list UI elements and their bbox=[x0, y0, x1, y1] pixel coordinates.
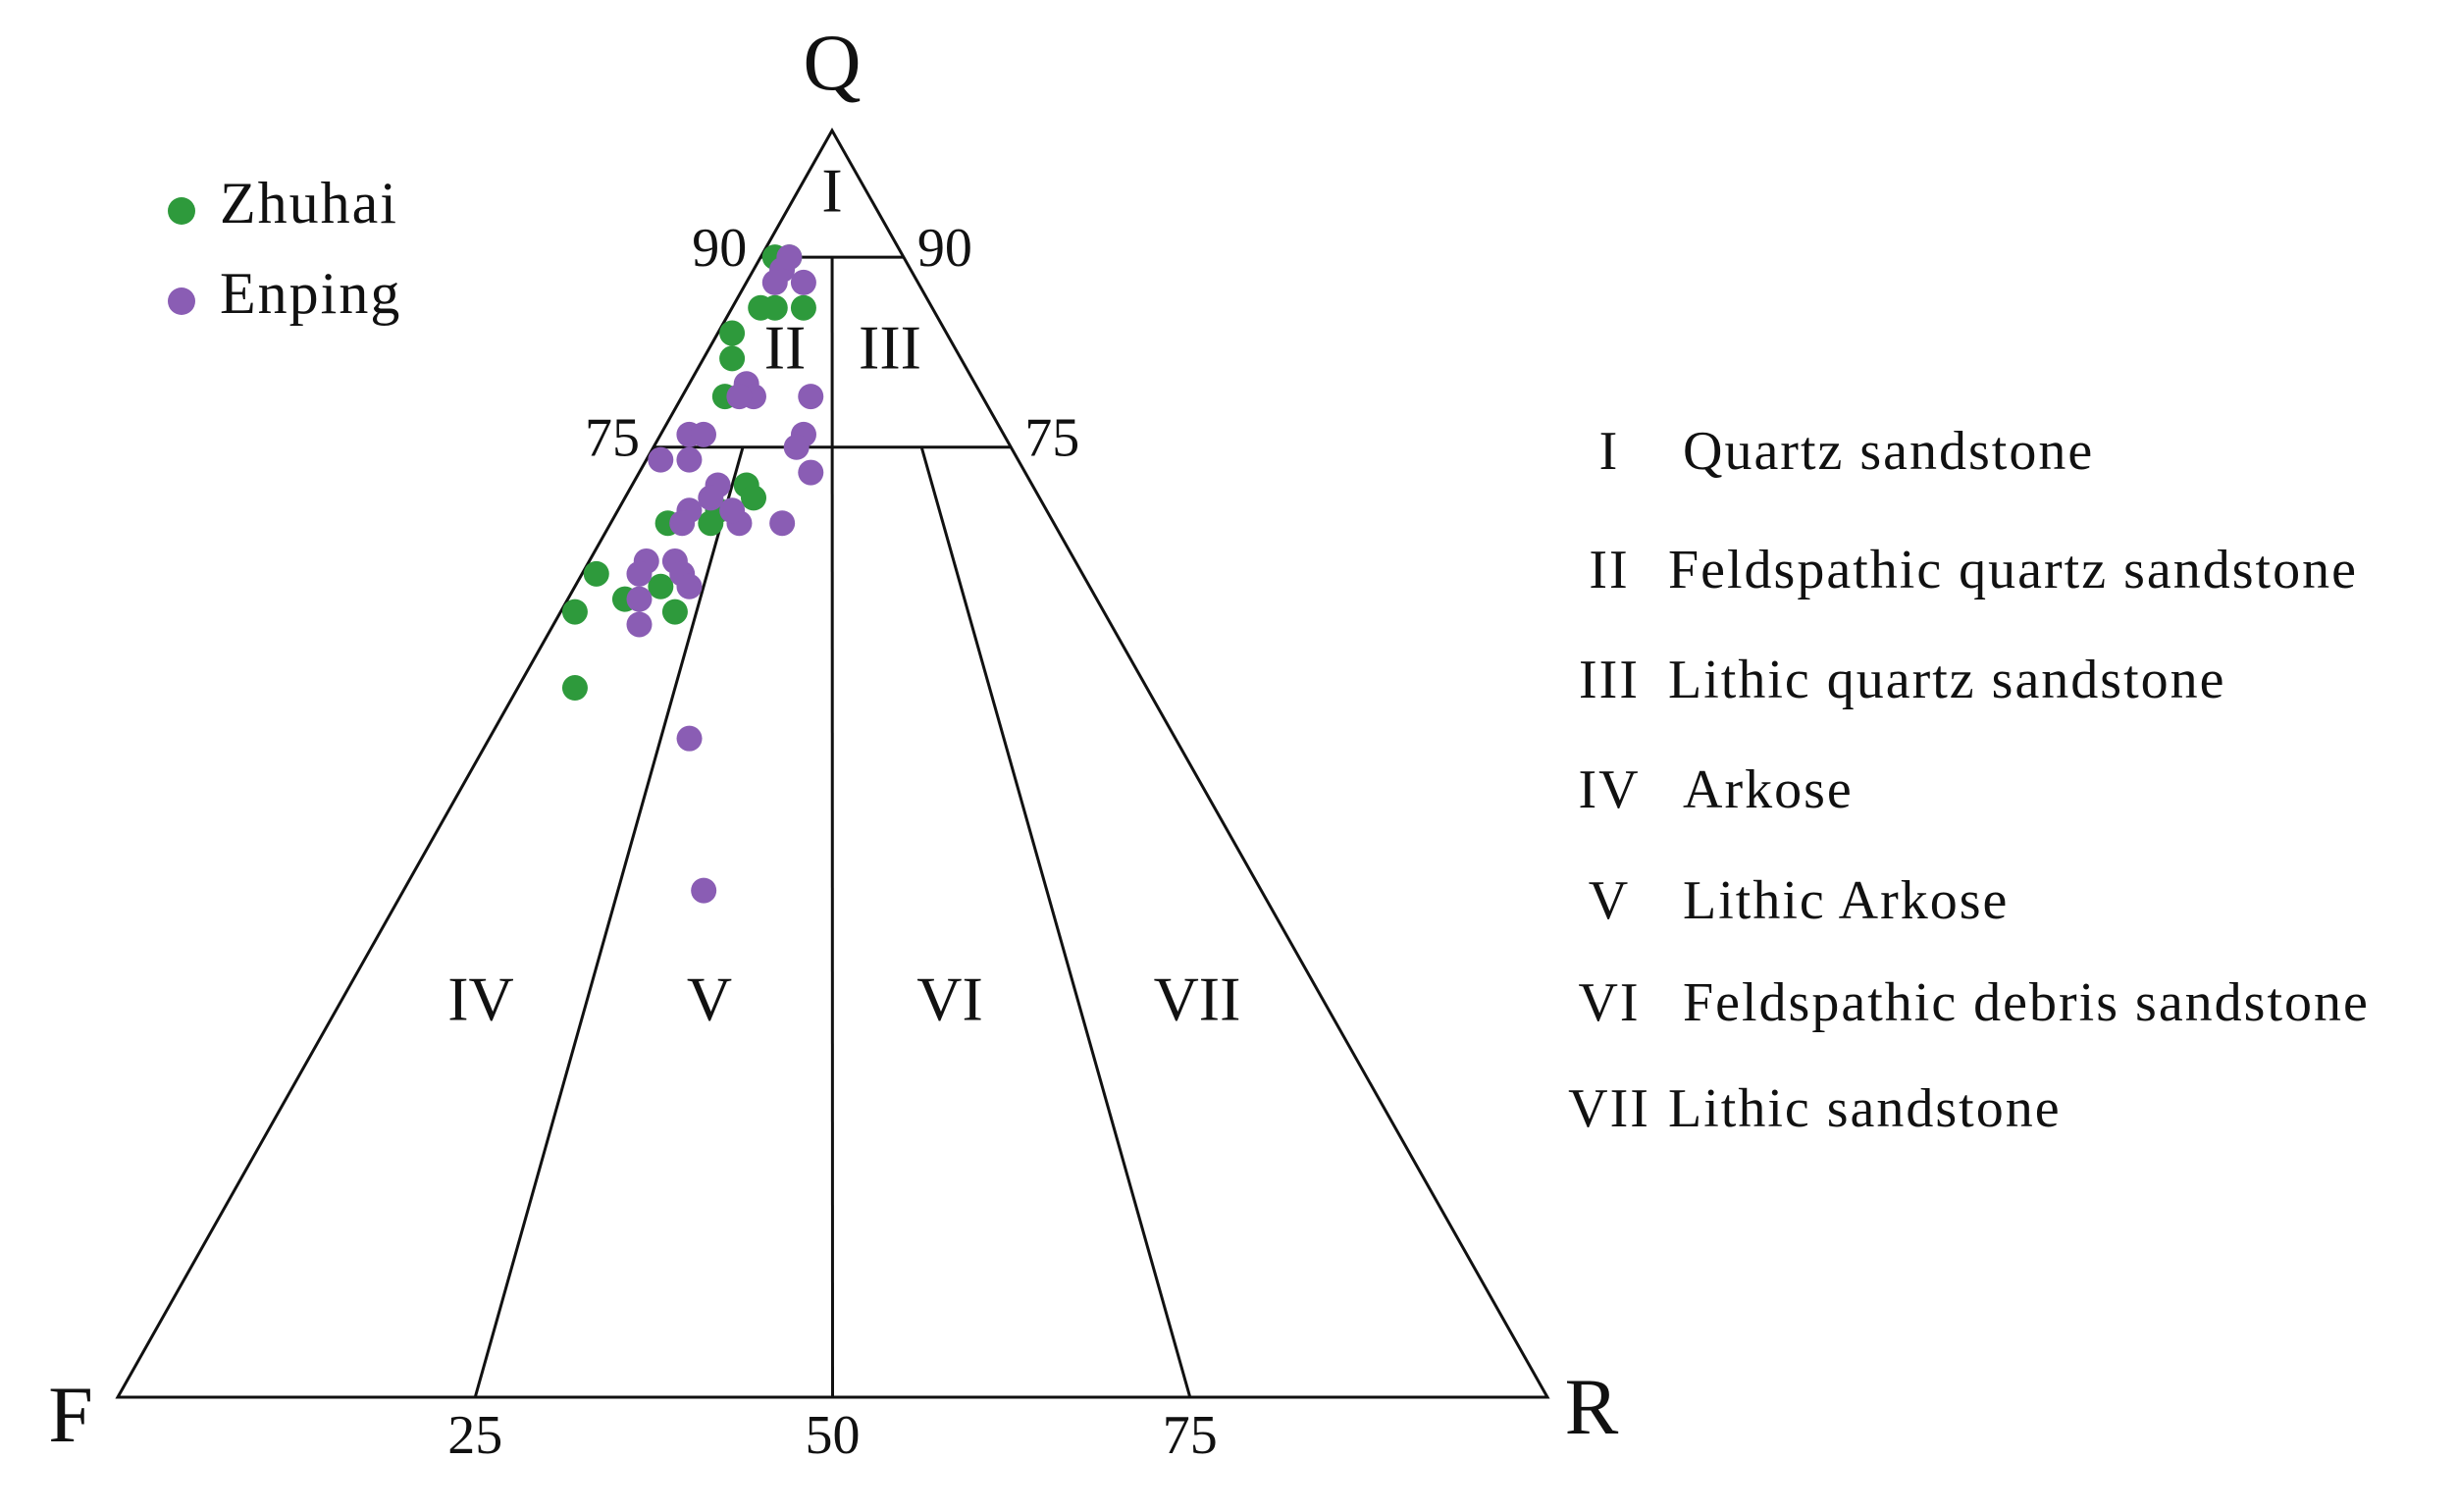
legend-label: Zhuhai bbox=[220, 171, 398, 235]
base-tick-label: 25 bbox=[447, 1405, 502, 1466]
data-point bbox=[648, 446, 674, 473]
field-list-name: Lithic sandstone bbox=[1668, 1078, 2062, 1139]
field-list-name: Lithic quartz sandstone bbox=[1668, 650, 2226, 710]
data-point bbox=[583, 560, 609, 587]
legend-label: Enping bbox=[220, 261, 401, 326]
legend-marker bbox=[168, 287, 195, 315]
data-point bbox=[691, 877, 717, 904]
field-list-name: Arkose bbox=[1683, 759, 1854, 820]
data-point bbox=[741, 485, 767, 511]
field-numeral: II bbox=[764, 313, 807, 383]
data-point bbox=[661, 599, 688, 625]
base-tick-label: 50 bbox=[806, 1405, 861, 1466]
field-list-numeral: II bbox=[1589, 540, 1629, 600]
vertex-label: Q bbox=[803, 18, 861, 107]
field-list-numeral: I bbox=[1599, 421, 1620, 482]
field-list-name: Feldspathic quartz sandstone bbox=[1668, 540, 2358, 600]
vertex-label: F bbox=[48, 1370, 93, 1459]
q-tick-label: 90 bbox=[917, 218, 972, 279]
data-point bbox=[761, 294, 788, 321]
data-point bbox=[626, 586, 653, 612]
data-point bbox=[676, 725, 703, 752]
q-tick-label: 90 bbox=[692, 218, 747, 279]
data-point bbox=[790, 269, 816, 295]
data-point bbox=[669, 510, 696, 537]
data-point bbox=[798, 459, 824, 486]
data-point bbox=[690, 421, 716, 447]
data-point bbox=[698, 485, 724, 511]
vertex-label: R bbox=[1565, 1362, 1619, 1451]
data-point bbox=[798, 384, 824, 410]
data-point bbox=[719, 345, 746, 372]
legend-marker bbox=[168, 197, 195, 225]
data-point bbox=[676, 446, 703, 473]
field-list-numeral: VI bbox=[1578, 972, 1640, 1033]
data-point bbox=[719, 497, 746, 524]
data-point bbox=[719, 320, 746, 346]
grid-line bbox=[473, 446, 745, 1398]
field-numeral: V bbox=[687, 965, 732, 1034]
field-list-numeral: IV bbox=[1578, 759, 1640, 820]
field-list-numeral: VII bbox=[1568, 1078, 1650, 1139]
data-point bbox=[790, 294, 816, 321]
data-point bbox=[776, 244, 803, 271]
data-point bbox=[648, 573, 674, 600]
field-list-name: Lithic Arkose bbox=[1683, 870, 2009, 931]
data-point bbox=[761, 269, 788, 295]
data-point bbox=[561, 675, 588, 702]
data-point bbox=[626, 611, 653, 638]
field-numeral: VI bbox=[916, 965, 983, 1034]
data-point bbox=[726, 384, 753, 410]
grid-line bbox=[919, 446, 1192, 1398]
field-numeral: I bbox=[821, 156, 842, 226]
field-list-name: Feldspathic debris sandstone bbox=[1683, 972, 2370, 1033]
field-numeral: III bbox=[859, 313, 921, 383]
q-tick-label: 75 bbox=[585, 408, 640, 469]
data-point bbox=[769, 510, 796, 537]
field-numeral: VII bbox=[1154, 965, 1241, 1034]
field-list-name: Quartz sandstone bbox=[1683, 421, 2094, 482]
data-point bbox=[676, 573, 703, 600]
q-tick-label: 75 bbox=[1024, 408, 1079, 469]
base-tick-label: 75 bbox=[1163, 1405, 1218, 1466]
data-point bbox=[783, 434, 810, 460]
field-numeral: IV bbox=[447, 965, 514, 1034]
data-point bbox=[626, 560, 653, 587]
field-list-numeral: III bbox=[1579, 650, 1640, 710]
data-point bbox=[561, 599, 588, 625]
field-list-numeral: V bbox=[1589, 870, 1630, 931]
